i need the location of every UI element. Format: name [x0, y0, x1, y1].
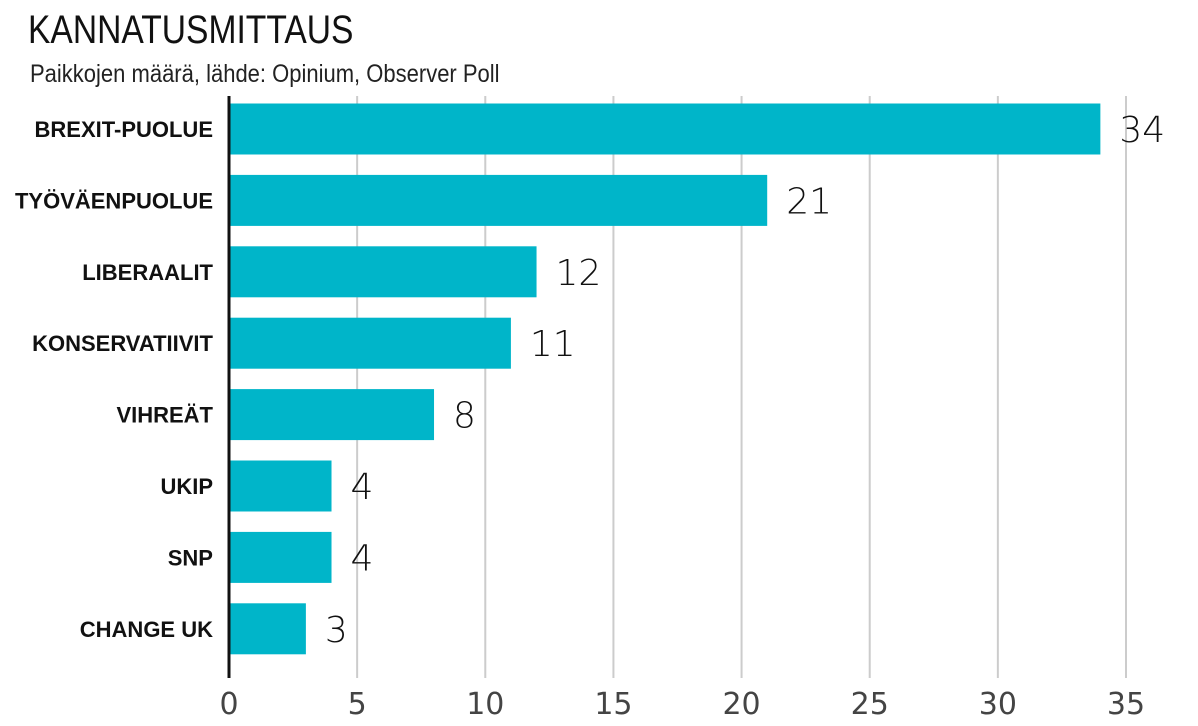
value-label: 21: [786, 181, 832, 222]
bar: [230, 603, 306, 655]
value-label: 34: [1119, 110, 1165, 151]
value-label: 8: [453, 396, 476, 437]
bar: [230, 103, 1101, 155]
value-label: 3: [325, 610, 348, 651]
bar: [230, 389, 435, 441]
x-tick-label: 25: [851, 687, 889, 722]
value-label: 4: [351, 467, 374, 508]
bar: [230, 460, 332, 512]
category-label: VIHREÄT: [116, 403, 213, 428]
category-label: UKIP: [160, 474, 213, 499]
chart-title: KANNATUSMITTAUS: [28, 8, 354, 52]
x-tick-label: 35: [1107, 687, 1145, 722]
category-label: CHANGE UK: [80, 617, 213, 642]
x-tick-label: 30: [979, 687, 1017, 722]
category-label: KONSERVATIIVIT: [32, 331, 213, 356]
x-tick-label: 15: [594, 687, 632, 722]
category-label: TYÖVÄENPUOLUE: [15, 188, 213, 213]
bar: [230, 317, 511, 369]
bar: [230, 531, 332, 583]
category-label: LIBERAALIT: [82, 260, 213, 285]
bar: [230, 246, 537, 298]
value-label: 11: [530, 324, 576, 365]
chart-subtitle: Paikkojen määrä, lähde: Opinium, Observe…: [30, 60, 500, 88]
category-label: SNP: [168, 545, 213, 570]
x-tick-label: 10: [466, 687, 504, 722]
value-label: 12: [556, 253, 602, 294]
x-tick-label: 0: [219, 687, 238, 722]
bars: [230, 103, 1101, 655]
category-label: BREXIT-PUOLUE: [35, 117, 213, 142]
x-tick-label: 5: [348, 687, 367, 722]
value-label: 4: [351, 538, 374, 579]
bar: [230, 174, 768, 226]
x-tick-label: 20: [722, 687, 760, 722]
